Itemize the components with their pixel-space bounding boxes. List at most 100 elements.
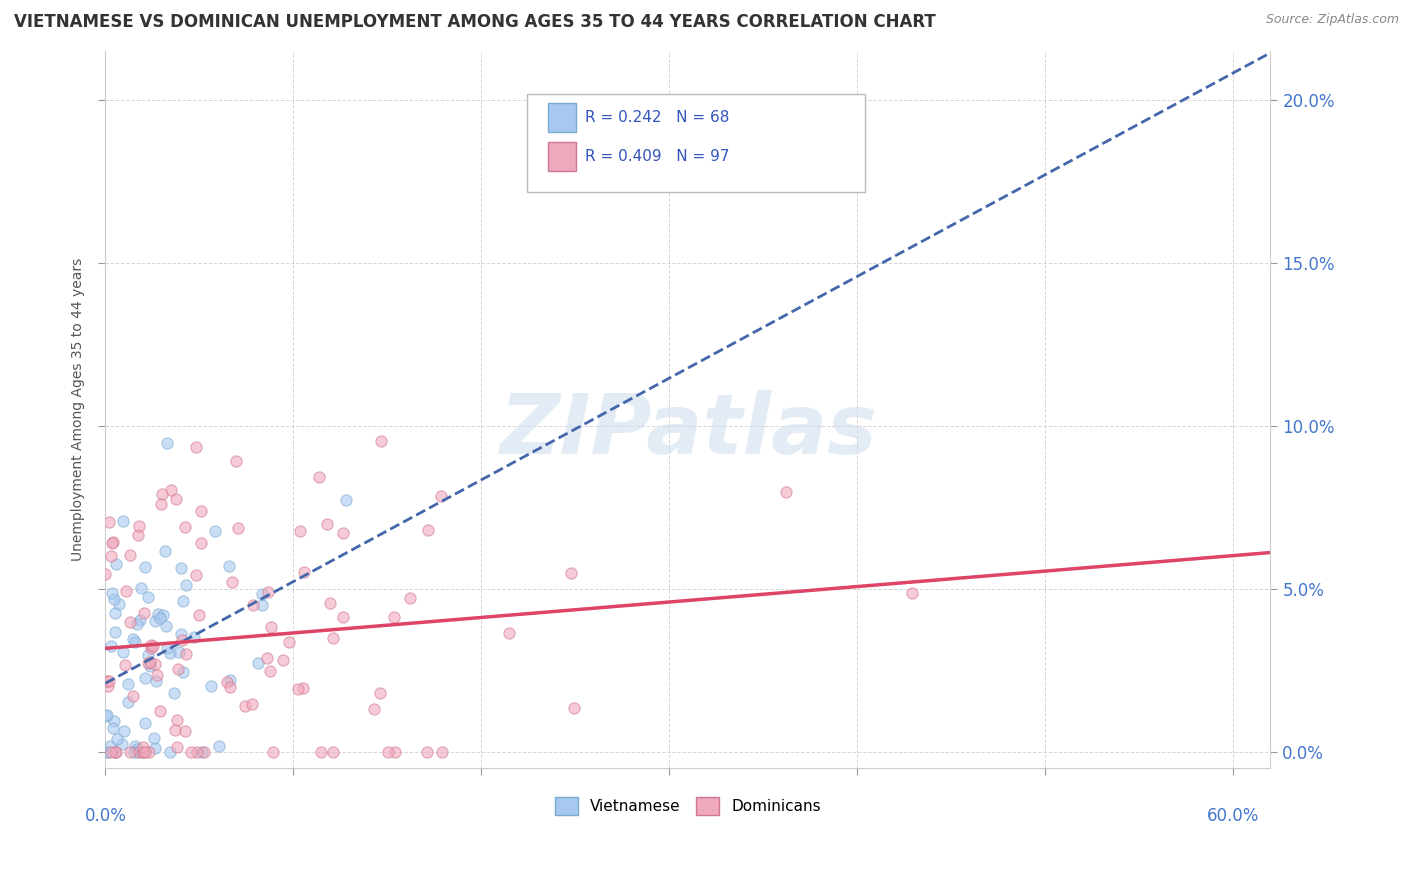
Point xyxy=(103,534,125,549)
Point xyxy=(100,586,122,600)
Point xyxy=(174,724,197,739)
Point xyxy=(142,731,165,746)
Text: 60.0%: 60.0% xyxy=(1206,807,1258,825)
Point xyxy=(98,673,121,688)
Point xyxy=(247,657,270,671)
Point xyxy=(190,504,212,518)
Text: ZIPatlas: ZIPatlas xyxy=(499,391,877,471)
Point xyxy=(141,640,163,655)
Point xyxy=(170,627,193,641)
Point xyxy=(150,497,173,511)
Point xyxy=(215,674,238,689)
Legend: Vietnamese, Dominicans: Vietnamese, Dominicans xyxy=(548,790,827,822)
Point xyxy=(218,559,240,574)
Point xyxy=(260,620,283,634)
Point xyxy=(271,653,294,667)
Point xyxy=(193,745,215,759)
Point xyxy=(96,707,118,722)
Point xyxy=(180,745,202,759)
Point xyxy=(129,613,152,627)
Point xyxy=(225,453,247,467)
Point xyxy=(226,521,249,535)
Point xyxy=(117,695,139,709)
Point xyxy=(138,745,160,759)
Point xyxy=(259,664,281,678)
Point xyxy=(322,631,344,645)
Point xyxy=(257,585,280,599)
Point xyxy=(118,548,141,562)
Point xyxy=(252,599,274,613)
Point xyxy=(101,721,124,735)
Point xyxy=(208,739,231,753)
Point xyxy=(172,594,194,608)
Point xyxy=(221,574,243,589)
Point xyxy=(120,745,142,759)
Point xyxy=(363,702,385,716)
Point xyxy=(287,681,309,696)
Point xyxy=(166,713,188,727)
Point xyxy=(288,524,311,538)
Point xyxy=(112,645,135,659)
Point xyxy=(242,599,264,613)
Point xyxy=(318,596,340,610)
Point xyxy=(117,677,139,691)
Text: R = 0.409   N = 97: R = 0.409 N = 97 xyxy=(585,149,730,164)
Point xyxy=(127,745,149,759)
Point xyxy=(278,635,301,649)
Point xyxy=(138,657,160,671)
Point xyxy=(134,716,156,731)
Point xyxy=(240,697,263,711)
Point xyxy=(100,639,122,653)
Point xyxy=(377,745,399,759)
Point xyxy=(191,745,214,759)
Point xyxy=(142,639,165,653)
Point xyxy=(98,739,121,754)
Point xyxy=(233,699,256,714)
Point xyxy=(111,738,134,752)
Point xyxy=(150,487,173,501)
Point xyxy=(418,523,440,537)
Point xyxy=(134,560,156,574)
Point xyxy=(172,632,194,647)
Point xyxy=(159,745,181,759)
Point xyxy=(219,673,242,687)
Point xyxy=(335,493,357,508)
Text: VIETNAMESE VS DOMINICAN UNEMPLOYMENT AMONG AGES 35 TO 44 YEARS CORRELATION CHART: VIETNAMESE VS DOMINICAN UNEMPLOYMENT AMO… xyxy=(14,13,936,31)
Point xyxy=(138,655,160,669)
Point xyxy=(124,634,146,648)
Point xyxy=(200,679,222,693)
Point xyxy=(429,489,451,503)
Point xyxy=(186,567,208,582)
Text: R = 0.242   N = 68: R = 0.242 N = 68 xyxy=(585,110,730,125)
Point xyxy=(132,745,155,759)
Point xyxy=(97,745,120,759)
Point xyxy=(97,515,120,529)
Point xyxy=(498,625,520,640)
Point xyxy=(132,745,155,759)
Point xyxy=(148,607,170,621)
Point xyxy=(155,435,177,450)
Point xyxy=(104,606,127,620)
Point xyxy=(132,740,155,755)
Point xyxy=(104,625,127,640)
Point xyxy=(143,741,166,756)
Point xyxy=(153,544,176,558)
Point xyxy=(292,681,315,695)
Point xyxy=(368,686,391,700)
Point xyxy=(165,491,187,506)
Point xyxy=(125,617,148,632)
Point xyxy=(96,745,118,759)
Point xyxy=(134,607,156,621)
Point xyxy=(115,584,138,599)
Point xyxy=(127,741,149,756)
Point xyxy=(900,586,922,600)
Point xyxy=(262,745,284,759)
Point xyxy=(100,549,122,564)
Point xyxy=(97,679,120,693)
Point xyxy=(100,745,122,759)
Point xyxy=(159,646,181,660)
Point xyxy=(204,524,226,538)
Point xyxy=(166,662,188,676)
Point xyxy=(186,745,208,759)
Point xyxy=(143,657,166,671)
